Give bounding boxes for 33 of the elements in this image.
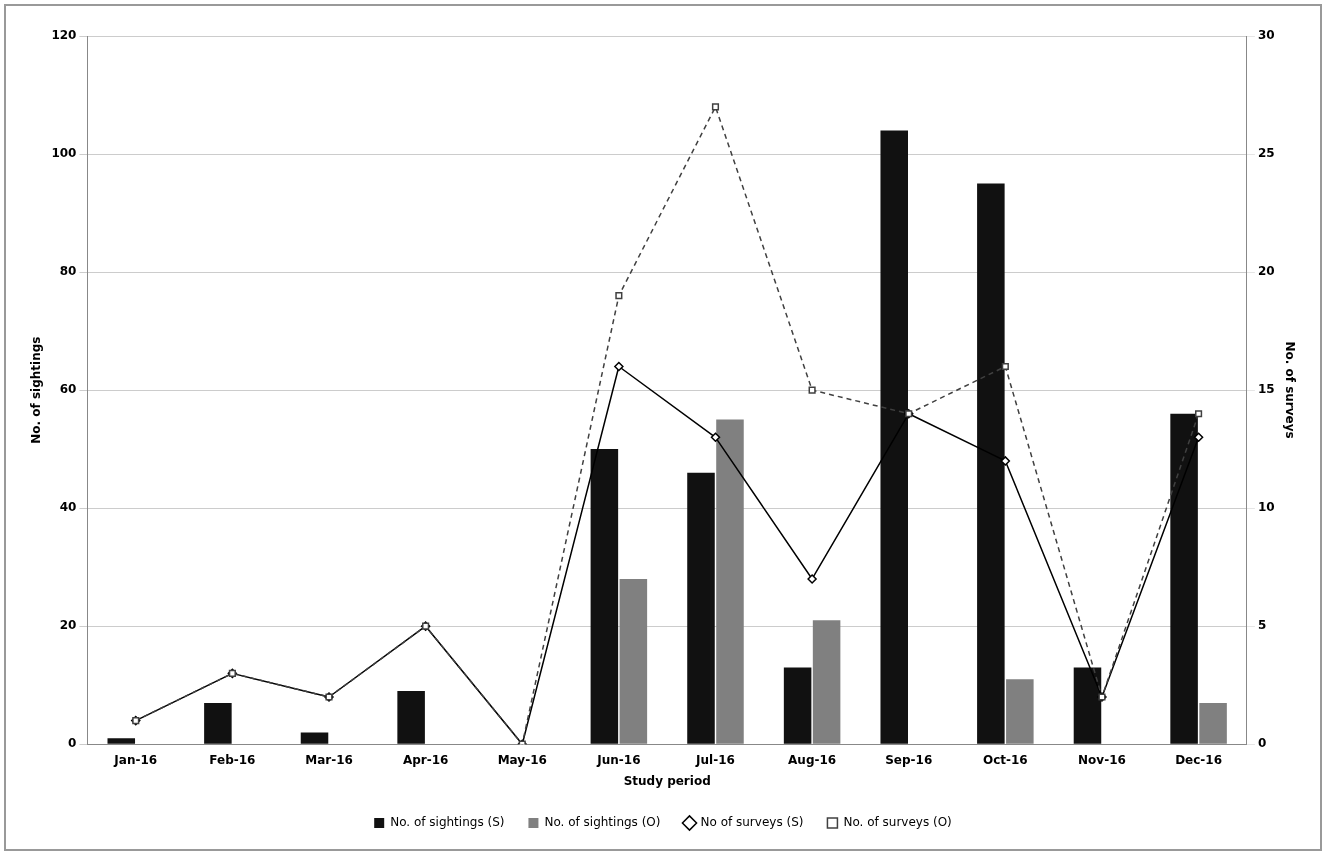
- y-tick-label: 120: [51, 28, 77, 43]
- x-tick-label: Jul-16: [695, 752, 735, 767]
- y2-tick-label: 20: [1257, 264, 1275, 279]
- x-tick-label: Aug-16: [788, 752, 837, 767]
- y2-tick-label: 30: [1257, 28, 1275, 43]
- legend-label: No of surveys (S): [700, 815, 804, 830]
- x-tick-label: May-16: [497, 752, 547, 767]
- y2-tick-label: 10: [1257, 500, 1275, 515]
- y-tick-label: 100: [51, 146, 77, 161]
- legend-label: No. of sightings (S): [390, 815, 505, 830]
- x-tick-label: Sep-16: [885, 752, 933, 767]
- x-tick-label: Jun-16: [596, 752, 641, 767]
- legend-label: No. of sightings (O): [544, 815, 661, 830]
- y-tick-label: 20: [59, 618, 77, 633]
- y-tick-label: 0: [68, 736, 77, 751]
- y2-tick-label: 25: [1257, 146, 1275, 161]
- x-tick-label: Apr-16: [402, 752, 449, 767]
- x-axis-title: Study period: [623, 773, 711, 788]
- y-tick-label: 60: [59, 382, 77, 397]
- y-axis-title: No. of sightings: [29, 336, 44, 444]
- y2-tick-label: 15: [1257, 382, 1275, 397]
- x-tick-label: Oct-16: [982, 752, 1028, 767]
- y-tick-label: 80: [59, 264, 77, 279]
- legend-label: No. of surveys (O): [843, 815, 952, 830]
- y2-tick-label: 5: [1257, 618, 1267, 633]
- x-tick-label: Mar-16: [305, 752, 353, 767]
- y-tick-label: 40: [59, 500, 77, 515]
- x-tick-label: Feb-16: [209, 752, 256, 767]
- x-tick-label: Jan-16: [113, 752, 158, 767]
- x-tick-label: Nov-16: [1078, 752, 1126, 767]
- y2-tick-label: 0: [1257, 736, 1267, 751]
- x-tick-label: Dec-16: [1175, 752, 1223, 767]
- y2-axis-title: No. of surveys: [1282, 341, 1297, 439]
